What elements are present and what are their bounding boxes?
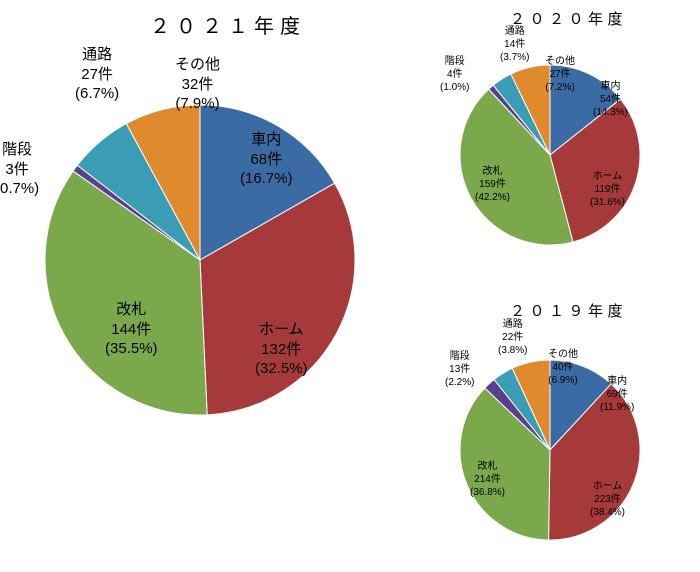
slice-label-chart2020-通路: 通路14件(3.7%)	[500, 25, 529, 64]
slice-label-chart2021-車内: 車内68件(16.7%)	[240, 130, 293, 189]
slice-label-chart2019-その他: その他40件(6.9%)	[548, 348, 578, 387]
slice-label-chart2019-通路: 通路22件(3.8%)	[498, 318, 527, 357]
slice-label-chart2021-通路: 通路27件(6.7%)	[75, 45, 119, 104]
slice-label-chart2020-ホーム: ホーム119件(31.6%)	[590, 170, 625, 209]
slice-label-chart2021-改札: 改札144件(35.5%)	[105, 300, 158, 359]
slice-label-chart2020-改札: 改札159件(42.2%)	[475, 165, 510, 204]
slice-label-chart2021-ホーム: ホーム132件(32.5%)	[255, 320, 308, 379]
pie-chart-2021	[45, 105, 355, 415]
slice-label-chart2019-車内: 車内69件(11.9%)	[600, 375, 634, 414]
slice-label-chart2019-改札: 改札214件(36.8%)	[470, 460, 505, 499]
slice-label-chart2021-階段: 階段3件(0.7%)	[0, 140, 39, 199]
slice-label-chart2020-その他: その他27件(7.2%)	[545, 55, 575, 94]
slice-label-chart2019-階段: 階段13件(2.2%)	[445, 350, 474, 389]
slice-label-chart2019-ホーム: ホーム223件(38.4%)	[590, 480, 625, 519]
chart-title-2019: ２０１９年度	[510, 300, 627, 321]
slice-label-chart2020-階段: 階段4件(1.0%)	[440, 55, 469, 94]
chart-title-2021: ２０２１年度	[150, 10, 306, 39]
slice-label-chart2020-車内: 車内54件(14.3%)	[593, 80, 628, 119]
slice-label-chart2021-その他: その他32件(7.9%)	[175, 55, 220, 114]
